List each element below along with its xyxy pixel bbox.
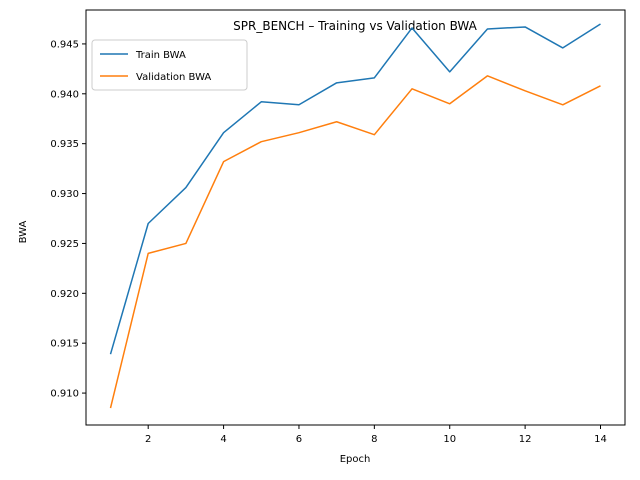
- x-tick-label: 4: [220, 434, 226, 445]
- y-tick-label: 0.935: [50, 139, 79, 150]
- y-tick-label: 0.945: [50, 39, 79, 50]
- x-tick-label: 6: [296, 434, 302, 445]
- x-tick-label: 12: [519, 434, 532, 445]
- x-tick-label: 14: [594, 434, 607, 445]
- y-tick-label: 0.910: [50, 389, 79, 400]
- series-lines: [109, 23, 601, 409]
- y-tick-label: 0.925: [50, 239, 79, 250]
- legend: Train BWA Validation BWA: [91, 39, 248, 91]
- y-axis-label: BWA: [18, 220, 29, 243]
- y-tick-label: 0.920: [50, 289, 79, 300]
- x-axis-label: Epoch: [340, 454, 371, 465]
- series-line-train: [109, 23, 601, 355]
- legend-label: Train BWA: [135, 50, 186, 61]
- legend-box: [91, 39, 248, 91]
- plot-frame: [85, 9, 626, 426]
- y-tick-label: 0.930: [50, 189, 79, 200]
- x-tick-label: 10: [443, 434, 456, 445]
- x-tick-label: 2: [145, 434, 151, 445]
- axis-ticks: 2 4 6 8 10 12 14 0.910 0.915 0.920 0.925 0.930 0.935…: [50, 39, 607, 445]
- y-tick-label: 0.915: [50, 339, 79, 350]
- chart-title: SPR_BENCH – Training vs Validation BWA: [233, 19, 477, 33]
- legend-label: Validation BWA: [136, 72, 211, 83]
- y-tick-label: 0.940: [50, 89, 79, 100]
- series-line-validation: [109, 75, 601, 409]
- x-tick-label: 8: [371, 434, 377, 445]
